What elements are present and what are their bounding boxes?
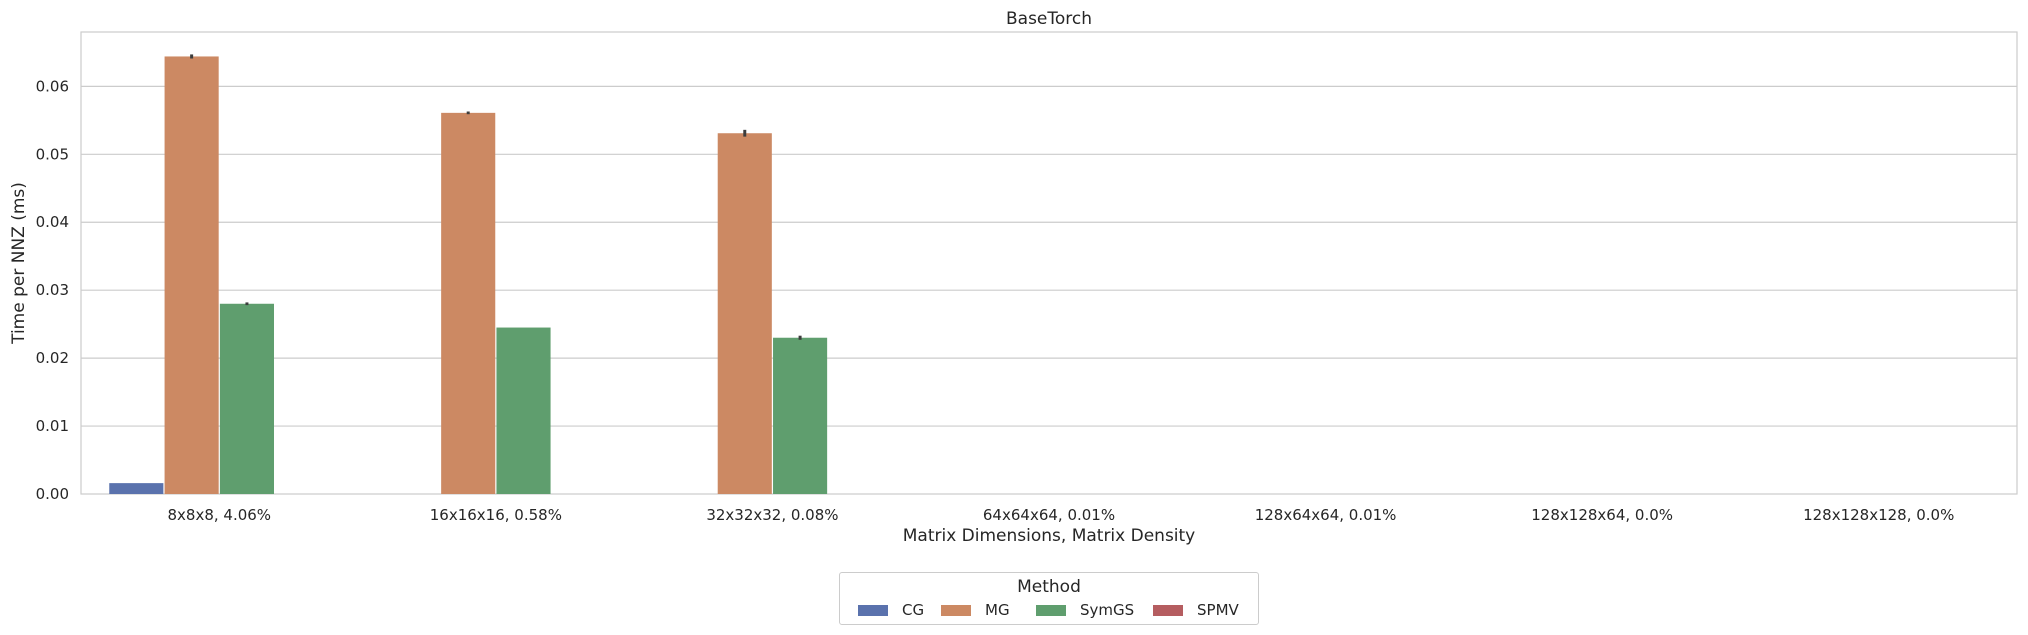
bar-mg [441,112,496,494]
plot-area [80,31,2018,495]
y-tick-label: 0.06 [36,77,69,95]
y-axis-title: Time per NNZ (ms) [9,182,29,345]
y-tick-labels: 0.00 0.01 0.02 0.03 0.04 0.05 0.06 [36,77,69,503]
x-tick-label: 64x64x64, 0.01% [983,506,1115,524]
legend-item-symgs: SymGS [1036,600,1134,620]
legend-swatch [858,604,888,616]
bar-cg [109,483,164,494]
bar-chart: 0.00 0.01 0.02 0.03 0.04 0.05 0.06 8x8x8, 4.06… [9,9,2018,546]
x-tick-label: 128x64x64, 0.01% [1255,506,1397,524]
legend-swatch [1153,604,1183,616]
legend: Method CG MG SymGS SPMV [839,572,1259,625]
x-tick-label: 128x128x128, 0.0% [1803,506,1954,524]
bars [109,54,828,494]
x-tick-label: 16x16x16, 0.58% [430,506,562,524]
chart-title: BaseTorch [1006,9,1092,29]
bar-mg [164,56,219,494]
legend-item-mg: MG [941,600,1010,620]
y-tick-label: 0.02 [36,349,69,367]
y-tick-label: 0.01 [36,417,69,435]
grid-lines [81,85,2017,427]
y-tick-label: 0.00 [36,485,69,503]
x-tick-label: 8x8x8, 4.06% [167,506,271,524]
y-tick-label: 0.04 [36,213,69,231]
legend-swatch [1036,604,1066,616]
legend-label: CG [902,601,925,619]
legend-item-spmv: SPMV [1153,600,1239,620]
bar-symgs [219,303,274,494]
x-axis-title: Matrix Dimensions, Matrix Density [903,526,1196,546]
bar-mg [717,133,772,494]
y-tick-label: 0.03 [36,281,69,299]
legend-item-cg: CG [858,600,924,620]
bar-symgs [773,337,828,494]
bar-symgs [496,327,551,494]
legend-swatch [941,604,971,616]
legend-label: SymGS [1080,601,1135,619]
legend-title: Method [1017,577,1081,597]
x-tick-label: 32x32x32, 0.08% [706,506,838,524]
x-tick-labels: 8x8x8, 4.06% 16x16x16, 0.58% 32x32x32, 0.0… [167,506,1954,524]
legend-label: MG [985,601,1010,619]
legend-label: SPMV [1197,601,1239,619]
y-tick-label: 0.05 [36,145,69,163]
x-tick-label: 128x128x64, 0.0% [1531,506,1673,524]
